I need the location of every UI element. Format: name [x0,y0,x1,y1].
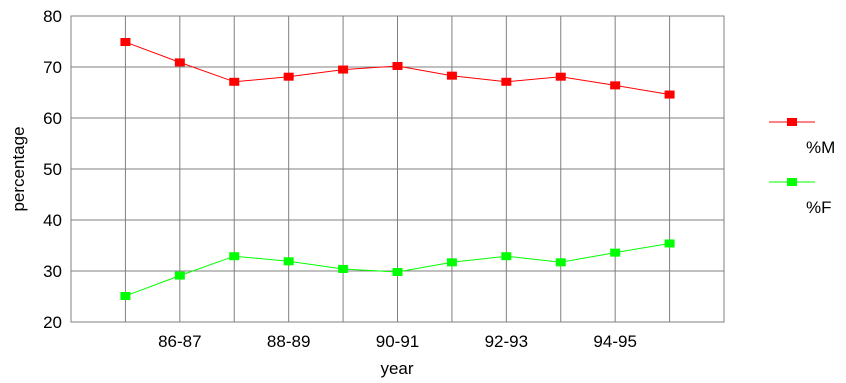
y-axis-ticks: 20 30 40 50 60 70 80 [43,7,62,332]
data-point [174,271,185,280]
grid [71,16,724,322]
data-point [338,264,349,273]
data-point [501,77,512,86]
data-point [392,268,403,277]
x-axis-label: year [380,359,413,378]
data-point [338,65,349,74]
data-point [120,291,131,300]
legend: %M %F [769,118,835,217]
data-point [446,71,457,80]
x-tick-label: 90-91 [376,332,419,351]
data-point [446,258,457,267]
y-tick-label: 20 [43,313,62,332]
data-point [283,257,294,266]
y-tick-label: 50 [43,160,62,179]
legend-label: %M [806,138,835,157]
y-tick-label: 70 [43,58,62,77]
data-point [501,252,512,261]
x-tick-label: 88-89 [267,332,310,351]
data-point [610,248,621,257]
legend-marker [787,178,797,186]
plot-frame [70,15,725,323]
y-tick-label: 60 [43,109,62,128]
x-tick-label: 94-95 [593,332,636,351]
data-point [555,258,566,267]
x-tick-label: 86-87 [158,332,201,351]
y-axis-label: percentage [9,126,28,211]
data-point [120,38,131,47]
data-point [610,81,621,90]
legend-marker [787,118,797,126]
y-tick-label: 40 [43,211,62,230]
x-axis-ticks: 86-87 88-89 90-91 92-93 94-95 [158,332,637,351]
data-point [664,90,675,99]
data-point [174,58,185,67]
data-point [283,72,294,81]
x-tick-label: 92-93 [485,332,528,351]
data-point [664,239,675,248]
data-point [229,252,240,261]
legend-label: %F [806,198,832,217]
data-point [392,61,403,70]
series [120,38,675,300]
data-point [555,72,566,81]
y-tick-label: 30 [43,262,62,281]
y-tick-label: 80 [43,7,62,26]
data-point [229,77,240,86]
